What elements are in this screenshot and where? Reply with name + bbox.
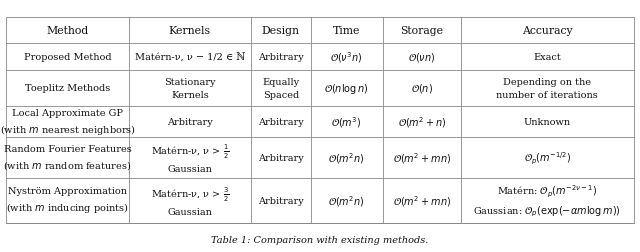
Text: Nyström Approximation
(with $m$ inducing points): Nyström Approximation (with $m$ inducing… bbox=[6, 186, 129, 214]
Text: Random Fourier Features
(with $m$ random features): Random Fourier Features (with $m$ random… bbox=[3, 145, 132, 171]
Text: Matérn: $\mathcal{O}_p(m^{-2\nu-1})$
Gaussian: $\mathcal{O}_p(\exp(-\alpha m \lo: Matérn: $\mathcal{O}_p(m^{-2\nu-1})$ Gau… bbox=[474, 183, 621, 218]
Text: Unknown: Unknown bbox=[524, 118, 571, 127]
Text: Depending on the
number of iterations: Depending on the number of iterations bbox=[497, 78, 598, 99]
Text: $\mathcal{O}_p(m^{-1/2})$: $\mathcal{O}_p(m^{-1/2})$ bbox=[524, 150, 571, 166]
Text: Matérn-ν, ν > $\frac{1}{2}$
Gaussian: Matérn-ν, ν > $\frac{1}{2}$ Gaussian bbox=[150, 143, 229, 173]
Text: $\mathcal{O}(\nu n)$: $\mathcal{O}(\nu n)$ bbox=[408, 51, 436, 64]
Text: Proposed Method: Proposed Method bbox=[24, 53, 111, 62]
Text: $\mathcal{O}(m^2 + mn)$: $\mathcal{O}(m^2 + mn)$ bbox=[393, 150, 451, 165]
Text: Arbitrary: Arbitrary bbox=[258, 153, 303, 162]
Bar bbox=[6, 18, 634, 223]
Text: $\mathcal{O}(\nu^3 n)$: $\mathcal{O}(\nu^3 n)$ bbox=[330, 50, 363, 65]
Text: Toeplitz Methods: Toeplitz Methods bbox=[25, 84, 110, 93]
Text: Method: Method bbox=[47, 26, 89, 36]
Text: $\mathcal{O}(m^2 n)$: $\mathcal{O}(m^2 n)$ bbox=[328, 150, 365, 165]
Text: Arbitrary: Arbitrary bbox=[167, 118, 212, 127]
Text: $\mathcal{O}(m^2 + n)$: $\mathcal{O}(m^2 + n)$ bbox=[397, 115, 446, 130]
Text: $\mathcal{O}(n)$: $\mathcal{O}(n)$ bbox=[411, 82, 433, 95]
Text: Kernels: Kernels bbox=[169, 26, 211, 36]
Text: Stationary
Kernels: Stationary Kernels bbox=[164, 78, 216, 99]
Text: $\mathcal{O}(m^2 n)$: $\mathcal{O}(m^2 n)$ bbox=[328, 193, 365, 208]
Text: Exact: Exact bbox=[534, 53, 561, 62]
Text: Time: Time bbox=[333, 26, 360, 36]
Text: Equally
Spaced: Equally Spaced bbox=[262, 78, 300, 99]
Text: $\mathcal{O}(n \log n)$: $\mathcal{O}(n \log n)$ bbox=[324, 82, 369, 96]
Text: Table 1: Comparison with existing methods.: Table 1: Comparison with existing method… bbox=[211, 235, 429, 244]
Text: Storage: Storage bbox=[401, 26, 444, 36]
Text: Arbitrary: Arbitrary bbox=[258, 118, 303, 127]
Text: Accuracy: Accuracy bbox=[522, 26, 573, 36]
Text: Matérn-ν, ν − 1/2 ∈ ℕ: Matérn-ν, ν − 1/2 ∈ ℕ bbox=[135, 53, 245, 62]
Text: Local Approximate GP
(with $m$ nearest neighbors): Local Approximate GP (with $m$ nearest n… bbox=[0, 108, 136, 136]
Text: $\mathcal{O}(m^2 + mn)$: $\mathcal{O}(m^2 + mn)$ bbox=[393, 193, 451, 208]
Text: Design: Design bbox=[262, 26, 300, 36]
Text: $\mathcal{O}(m^3)$: $\mathcal{O}(m^3)$ bbox=[332, 115, 362, 130]
Text: Arbitrary: Arbitrary bbox=[258, 53, 303, 62]
Text: Arbitrary: Arbitrary bbox=[258, 196, 303, 205]
Text: Matérn-ν, ν > $\frac{3}{2}$
Gaussian: Matérn-ν, ν > $\frac{3}{2}$ Gaussian bbox=[150, 185, 229, 216]
